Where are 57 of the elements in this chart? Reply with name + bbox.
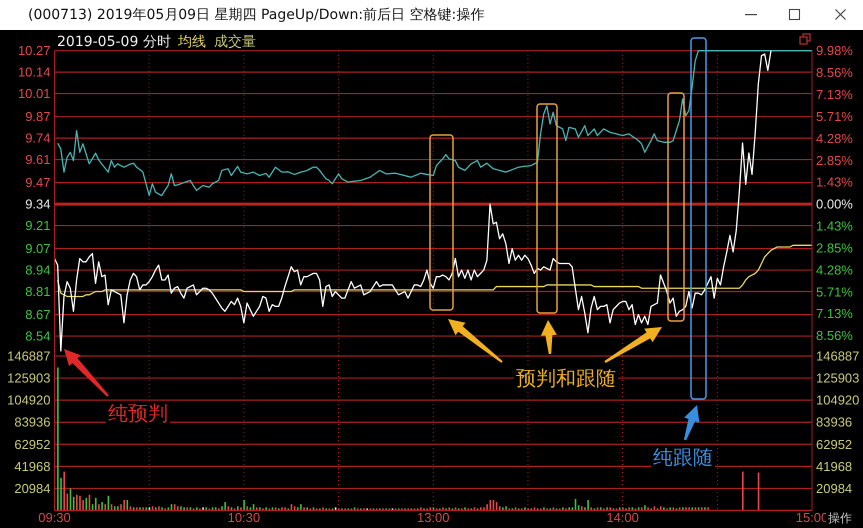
y2-tick-label: 0.00% (816, 196, 854, 212)
y-tick-label: 9.61 (25, 152, 50, 168)
y2-tick-label: 4.28% (816, 130, 854, 146)
x-tick-label: 10:30 (228, 510, 260, 525)
x-tick-label: 09:30 (38, 510, 71, 525)
annotation: 纯跟随 (653, 445, 713, 469)
y2-tick-label: 5.71% (816, 108, 854, 124)
y2-tick-label: 146887 (816, 348, 860, 364)
y-tick-label: 10.14 (18, 64, 50, 80)
y-tick-label: 62952 (14, 436, 50, 452)
y-tick-label: 104920 (7, 392, 50, 408)
y-tick-label: 125903 (7, 370, 50, 386)
y-tick-label: 41968 (14, 458, 50, 474)
y2-tick-label: 8.56% (816, 328, 854, 344)
y2-tick-label: 1.43% (816, 218, 854, 234)
y2-tick-label: 5.71% (816, 284, 854, 300)
y-tick-label: 9.87 (25, 109, 50, 124)
line-series (57, 244, 813, 298)
y2-tick-label: 20984 (816, 480, 852, 496)
y-tick-label: 20984 (14, 480, 50, 496)
y-tick-label: 9.07 (25, 241, 50, 256)
y-tick-label: 8.81 (25, 284, 50, 300)
y2-tick-label: 125903 (816, 370, 860, 386)
text: 均线 (178, 34, 206, 50)
x-tick-label: 14:00 (606, 510, 639, 525)
y-tick-label: 9.21 (25, 218, 50, 234)
y2-tick-label: 4.28% (816, 262, 854, 278)
text: 操作 (828, 511, 852, 525)
y-tick-label: 8.54 (25, 328, 50, 344)
y-tick-label: 10.01 (18, 86, 50, 102)
y-tick-label: 83936 (14, 414, 50, 430)
y-tick-label: 8.67 (25, 307, 50, 322)
chart-subtitle: 2019-05-09 分时 (57, 34, 171, 50)
y2-tick-label: 7.13% (816, 306, 854, 322)
y-tick-label: 146887 (7, 348, 50, 364)
annotation: 纯预判 (108, 401, 168, 425)
y2-tick-label: 62952 (816, 436, 852, 452)
annotation: 预判和跟随 (516, 366, 616, 390)
y2-tick-label: 1.43% (816, 174, 854, 190)
y-tick-label: 9.47 (25, 175, 50, 190)
y2-tick-label: 2.85% (816, 152, 854, 168)
y2-tick-label: 9.98% (816, 43, 854, 58)
chart-title: (000713) 2019年05月09日 星期四 PageUp/Down:前后日 空格键:操作 (28, 7, 484, 23)
y-tick-label: 10.27 (18, 43, 50, 58)
y2-tick-label: 2.85% (816, 240, 854, 256)
x-tick-label: 13:00 (416, 510, 450, 525)
y-tick-label: 9.74 (25, 130, 50, 146)
line-series (54, 50, 772, 352)
y-tick-label: 9.34 (25, 196, 50, 212)
y-tick-label: 8.94 (25, 262, 50, 278)
text: 成交量 (214, 34, 256, 50)
y2-tick-label: 104920 (816, 392, 860, 408)
line-series (57, 50, 813, 196)
y2-tick-label: 41968 (816, 458, 852, 474)
y2-tick-label: 83936 (816, 414, 852, 430)
y2-tick-label: 8.56% (816, 65, 854, 80)
y2-tick-label: 7.13% (816, 87, 854, 102)
